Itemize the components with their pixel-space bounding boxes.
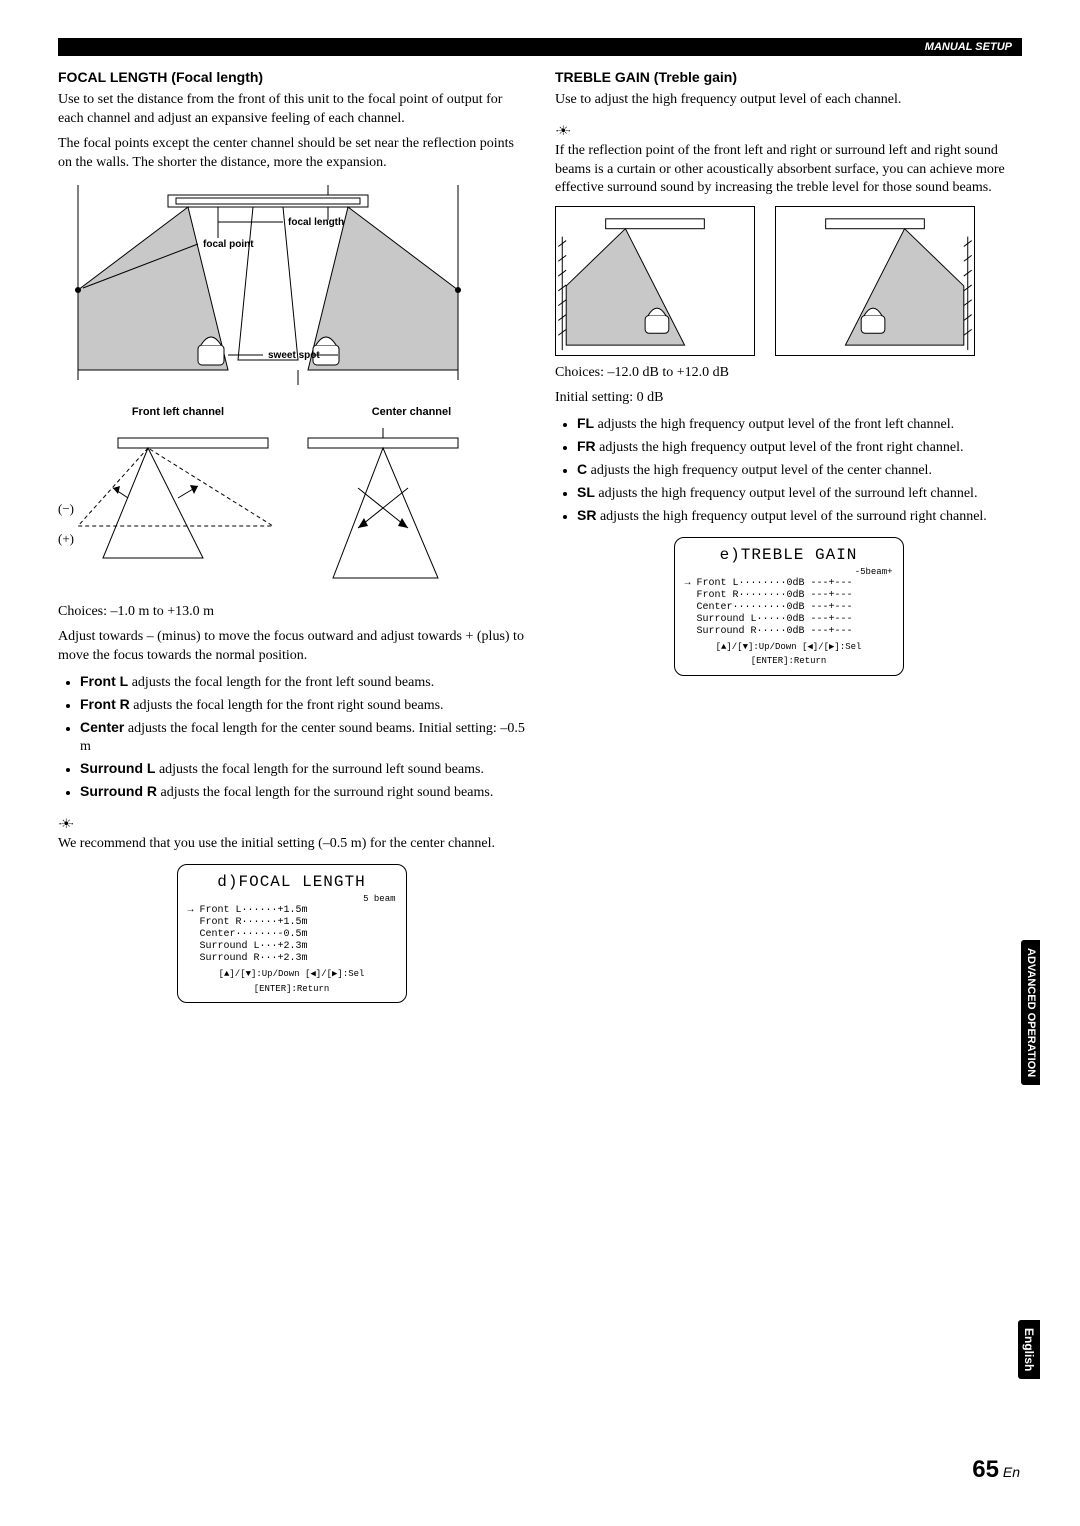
focal-diagram-2: (−) (+) [58, 428, 525, 595]
bullet-text: adjusts the high frequency output level … [596, 440, 964, 455]
bullet-bold: SR [577, 507, 596, 523]
side-tab-text: English [1022, 1328, 1036, 1371]
side-tab-english: English [1018, 1320, 1040, 1379]
treble-p1: Use to adjust the high frequency output … [555, 91, 1022, 110]
lcd-row: Surround R·····0dB ---+--- [685, 626, 893, 638]
list-item: SL adjusts the high frequency output lev… [577, 483, 1022, 504]
focal-length-heading: FOCAL LENGTH (Focal length) [58, 68, 525, 87]
lcd-row: Center·········0dB ---+--- [685, 602, 893, 614]
header-tab: MANUAL SETUP [925, 41, 1012, 53]
list-item: Surround R adjusts the focal length for … [80, 782, 525, 803]
list-item: C adjusts the high frequency output leve… [577, 460, 1022, 481]
bullet-bold: FR [577, 438, 596, 454]
svg-text:focal point: focal point [203, 239, 254, 250]
treble-bullets: FL adjusts the high frequency output lev… [555, 414, 1022, 526]
bullet-text: adjusts the high frequency output level … [596, 509, 986, 524]
lcd-row: Surround L···+2.3m [188, 941, 396, 953]
bullet-bold: Front R [80, 696, 130, 712]
bullet-bold: C [577, 461, 587, 477]
hint-icon: ·☀· [555, 122, 569, 140]
lcd-row: Front R········0dB ---+--- [685, 590, 893, 602]
bullet-bold: Front L [80, 673, 128, 689]
lcd-row: Front R······+1.5m [188, 917, 396, 929]
focal-diagram-1: focal length focal point sweet spot [58, 180, 525, 397]
lcd-sub: -5beam+ [685, 567, 893, 578]
page-lang: En [1003, 1464, 1020, 1480]
svg-text:focal length: focal length [288, 217, 344, 228]
right-column: TREBLE GAIN (Treble gain) Use to adjust … [555, 68, 1022, 1013]
page-number: 65 En [972, 1454, 1020, 1486]
list-item: SR adjusts the high frequency output lev… [577, 506, 1022, 527]
side-tab-text: ADVANCED OPERATION [1025, 948, 1037, 1077]
focal-p3: Adjust towards – (minus) to move the foc… [58, 628, 525, 666]
list-item: Surround L adjusts the focal length for … [80, 759, 525, 780]
bullet-text: adjusts the high frequency output level … [594, 417, 954, 432]
lcd-foot: [ENTER]:Return [188, 984, 396, 995]
treble-note: If the reflection point of the front lef… [555, 142, 1022, 199]
lcd-row: Surround R···+2.3m [188, 953, 396, 965]
bullet-bold: Surround R [80, 783, 157, 799]
header-bar: MANUAL SETUP [58, 38, 1022, 56]
lcd-row: Surround L·····0dB ---+--- [685, 614, 893, 626]
fig2-front-left: Front left channel [132, 405, 224, 420]
lcd-title: d)FOCAL LENGTH [188, 873, 396, 892]
bullet-text: adjusts the focal length for the front r… [130, 698, 444, 713]
focal-choices: Choices: –1.0 m to +13.0 m [58, 603, 525, 622]
bullet-bold: Surround L [80, 760, 155, 776]
fig2-center: Center channel [372, 405, 451, 420]
treble-init: Initial setting: 0 dB [555, 389, 1022, 408]
focal-p1: Use to set the distance from the front o… [58, 91, 525, 129]
side-tab-advanced: ADVANCED OPERATION [1021, 940, 1040, 1085]
bullet-text: adjusts the high frequency output level … [595, 486, 978, 501]
list-item: Front L adjusts the focal length for the… [80, 672, 525, 693]
fig2-labels: Front left channel Center channel [58, 405, 525, 420]
bullet-text: adjusts the focal length for the center … [80, 721, 525, 755]
lcd-sub: 5 beam [188, 894, 396, 905]
focal-p2: The focal points except the center chann… [58, 135, 525, 173]
bullet-text: adjusts the focal length for the surroun… [155, 762, 484, 777]
lcd-foot: [ENTER]:Return [685, 656, 893, 667]
bullet-text: adjusts the focal length for the front l… [128, 675, 434, 690]
hint-icon: ·☀· [58, 815, 72, 833]
svg-text:sweet spot: sweet spot [268, 350, 320, 361]
list-item: Center adjusts the focal length for the … [80, 718, 525, 758]
treble-choices: Choices: –12.0 dB to +12.0 dB [555, 364, 1022, 383]
treble-lcd: e)TREBLE GAIN -5beam+ → Front L········0… [674, 537, 904, 677]
focal-lcd: d)FOCAL LENGTH 5 beam → Front L······+1.… [177, 864, 407, 1004]
bullet-bold: SL [577, 484, 595, 500]
lcd-row: → Front L······+1.5m [188, 905, 396, 917]
svg-text:(+): (+) [58, 531, 74, 546]
treble-heading: TREBLE GAIN (Treble gain) [555, 68, 1022, 87]
page-num-value: 65 [972, 1456, 999, 1483]
svg-text:(−): (−) [58, 501, 74, 516]
list-item: Front R adjusts the focal length for the… [80, 695, 525, 716]
left-column: FOCAL LENGTH (Focal length) Use to set t… [58, 68, 525, 1013]
treble-diagrams [555, 206, 1022, 356]
bullet-text: adjusts the high frequency output level … [587, 463, 932, 478]
focal-note: We recommend that you use the initial se… [58, 835, 525, 854]
bullet-bold: Center [80, 719, 124, 735]
lcd-row: → Front L········0dB ---+--- [685, 578, 893, 590]
content: FOCAL LENGTH (Focal length) Use to set t… [58, 68, 1022, 1013]
lcd-row: Center·······-0.5m [188, 929, 396, 941]
focal-bullets: Front L adjusts the focal length for the… [58, 672, 525, 803]
lcd-foot: [▲]/[▼]:Up/Down [◀]/[▶]:Sel [685, 642, 893, 653]
bullet-text: adjusts the focal length for the surroun… [157, 785, 493, 800]
lcd-title: e)TREBLE GAIN [685, 546, 893, 565]
bullet-bold: FL [577, 415, 594, 431]
list-item: FR adjusts the high frequency output lev… [577, 437, 1022, 458]
lcd-foot: [▲]/[▼]:Up/Down [◀]/[▶]:Sel [188, 969, 396, 980]
list-item: FL adjusts the high frequency output lev… [577, 414, 1022, 435]
